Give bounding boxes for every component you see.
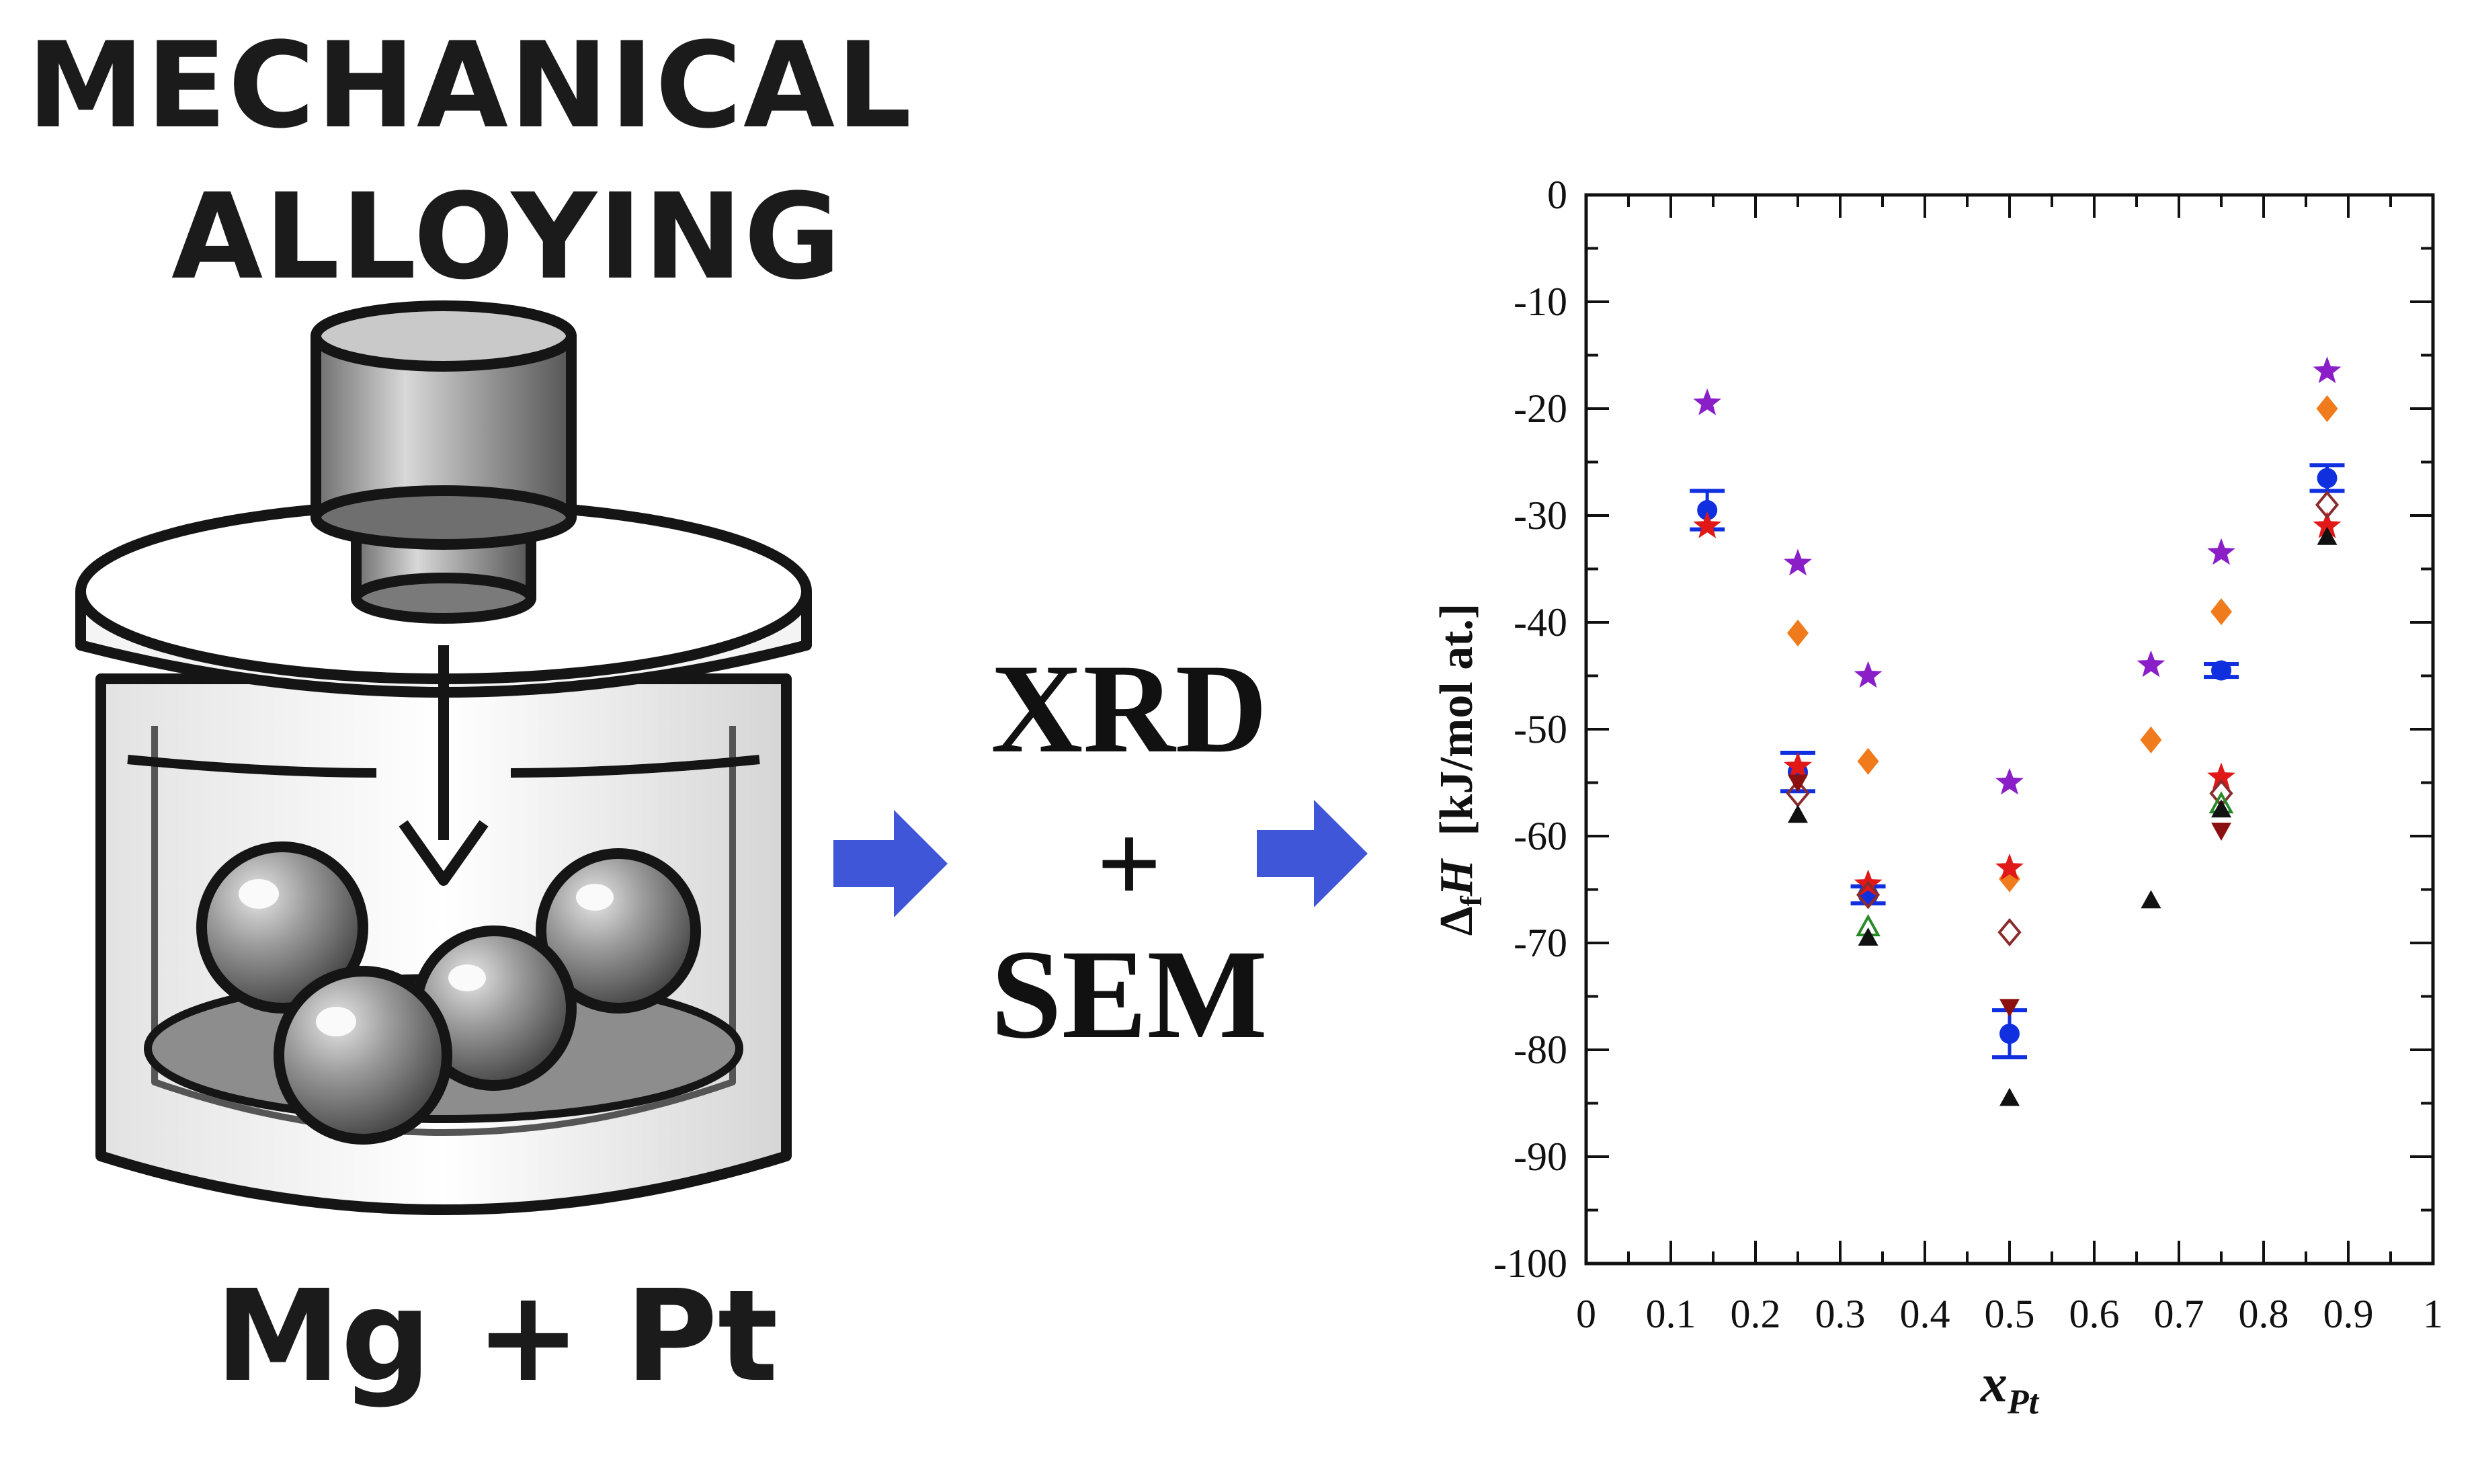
arrow-to-analysis-icon <box>833 810 948 917</box>
data-point <box>1999 1087 2020 1106</box>
data-point <box>2137 650 2165 677</box>
data-point <box>2141 890 2161 909</box>
data-point <box>1995 768 2024 795</box>
data-point <box>1856 880 1881 909</box>
title-line-1: MECHANICAL <box>27 17 913 155</box>
y-axis-label-delta: Δ <box>1431 906 1483 936</box>
data-point <box>1788 805 1808 823</box>
y-axis-label-sub: f <box>1454 895 1488 906</box>
axis-ticks <box>1585 194 2434 1265</box>
data-point <box>2211 799 2231 818</box>
data-point <box>1857 747 1879 775</box>
data-point <box>2207 538 2235 565</box>
data-point <box>1999 1024 2020 1044</box>
x-tick-label: 0.4 <box>1900 1292 1950 1336</box>
data-point <box>2211 598 2232 626</box>
data-point <box>1693 388 1722 415</box>
data-point <box>2317 468 2338 489</box>
y-axis-label: ΔfH [kJ/mol at.] <box>1431 604 1488 936</box>
y-tick-label: -30 <box>1514 493 1567 538</box>
data-point <box>2140 726 2162 753</box>
x-tick-label: 0.5 <box>1985 1292 2035 1336</box>
data-point <box>2207 762 2235 790</box>
x-tick-label: 0.8 <box>2239 1292 2289 1336</box>
data-point <box>1997 917 2022 947</box>
x-tick-label: 0 <box>1576 1292 1596 1336</box>
x-tick-label: 1 <box>2423 1292 2443 1336</box>
x-axis-label: xPt <box>1980 1354 2040 1421</box>
enthalpy-chart: 0 0.1 0.2 0.3 0.4 0.5 0.6 0.7 0.8 0.9 1 0 -10 -20 -30 -… <box>1431 173 2443 1421</box>
y-tick-label: -70 <box>1514 921 1567 965</box>
data-marks <box>1690 356 2345 1106</box>
data-point <box>1787 619 1809 647</box>
data-point <box>1788 774 1808 793</box>
data-point <box>1693 511 1722 538</box>
data-point <box>1854 661 1883 688</box>
y-axis-label-unit: [kJ/mol at.] <box>1431 604 1483 860</box>
data-point <box>1999 999 2020 1018</box>
data-point <box>1784 548 1812 576</box>
data-point <box>2317 526 2338 545</box>
x-tick-label: 0.6 <box>2069 1292 2120 1336</box>
y-tick-label: 0 <box>1547 173 1567 217</box>
data-point <box>2313 356 2342 384</box>
x-tick-label: 0.3 <box>1815 1292 1866 1336</box>
alloy-formula: Mg + Pt <box>215 1263 778 1410</box>
y-tick-label: -90 <box>1514 1135 1567 1179</box>
data-point <box>2316 395 2338 422</box>
x-tick-label: 0.1 <box>1646 1292 1696 1336</box>
data-point <box>1858 928 1878 946</box>
data-point <box>2315 490 2340 520</box>
y-tick-label: -50 <box>1514 707 1567 751</box>
y-tick-label: -100 <box>1493 1241 1567 1286</box>
x-tick-label: 0.7 <box>2154 1292 2204 1336</box>
data-point <box>1995 853 2024 880</box>
y-axis-label-var: H <box>1431 858 1483 897</box>
data-point <box>2211 823 2231 841</box>
x-tick-label: 0.2 <box>1731 1292 1781 1336</box>
x-axis-label-var: x <box>1980 1354 2008 1413</box>
plus-sign: + <box>1096 800 1162 927</box>
x-axis-label-sub: Pt <box>2007 1383 2040 1421</box>
title-line-2: ALLOYING <box>171 168 843 306</box>
data-point <box>2211 660 2231 681</box>
xrd-label: XRD <box>991 638 1268 780</box>
data-point <box>1697 500 1718 521</box>
y-tick-label: -10 <box>1514 280 1567 324</box>
y-tick-label: -20 <box>1514 386 1567 431</box>
data-point <box>2313 511 2342 538</box>
arrow-to-chart-icon <box>1257 800 1368 907</box>
y-tick-label: -40 <box>1514 600 1567 645</box>
ball-mill-vial-icon <box>75 300 812 1215</box>
sem-label: SEM <box>991 924 1268 1065</box>
data-point <box>1784 751 1812 779</box>
tick-labels: 0 0.1 0.2 0.3 0.4 0.5 0.6 0.7 0.8 0.9 1 0 -10 -20 -30 -… <box>1493 173 2443 1336</box>
y-tick-label: -60 <box>1514 814 1567 858</box>
x-tick-label: 0.9 <box>2323 1292 2374 1336</box>
y-tick-label: -80 <box>1514 1028 1567 1072</box>
